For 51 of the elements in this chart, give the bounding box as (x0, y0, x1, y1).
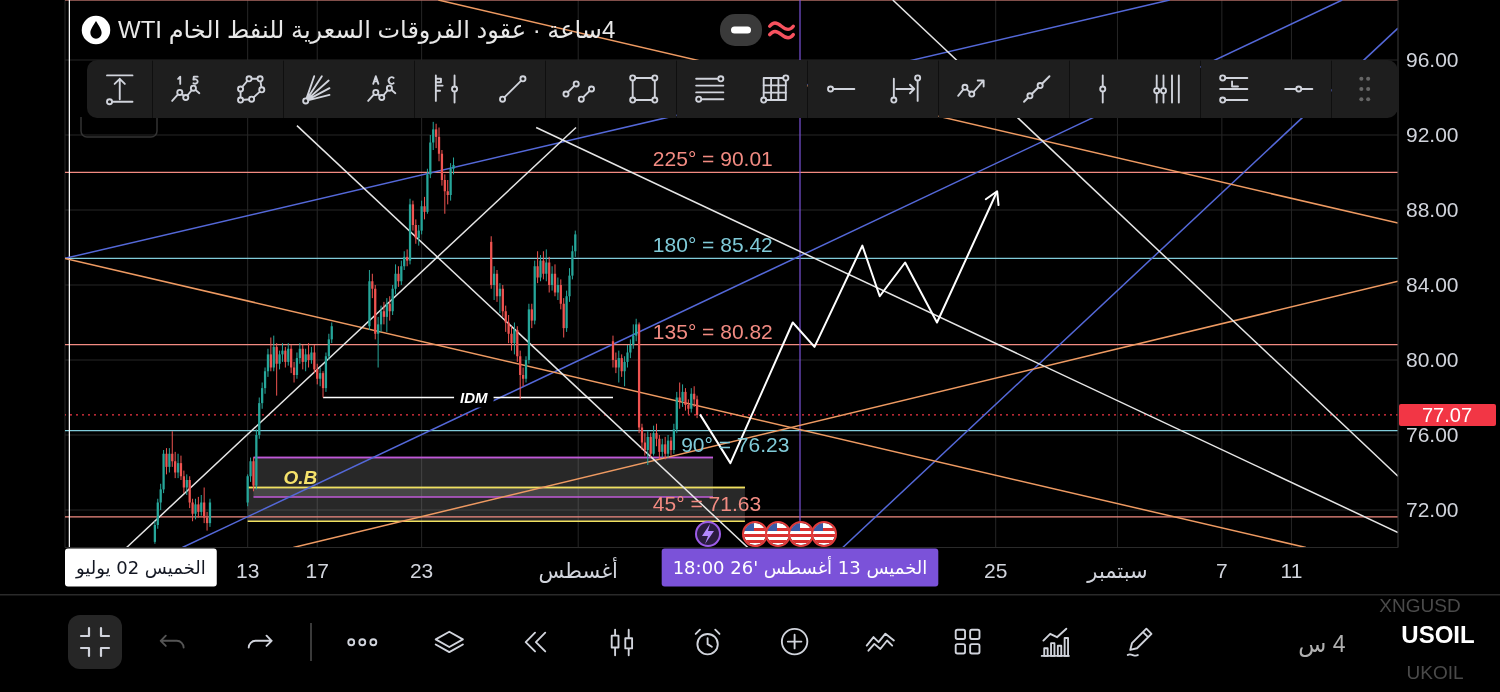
candlestick (684, 387, 687, 412)
x-tick-label: 11 (1280, 559, 1303, 583)
candlestick (513, 322, 516, 355)
candlestick (304, 348, 307, 372)
ref-line-label: 77.07 (1421, 403, 1473, 426)
x-tick-label: أغسطس (538, 557, 618, 584)
candlestick (269, 337, 272, 372)
x-tick-label: 17 (305, 559, 329, 583)
text: XNGUSD (1379, 595, 1461, 616)
text: USOIL (1401, 621, 1475, 648)
ref-line-label: الخميس 02 يوليو (74, 556, 206, 579)
y-tick-label: 76.00 (1406, 423, 1459, 447)
candlestick (542, 250, 545, 280)
candlestick (617, 350, 620, 383)
candlestick (661, 438, 664, 458)
annotation: IDM (460, 388, 489, 406)
candlestick (406, 248, 409, 267)
candlestick (185, 473, 188, 496)
candlestick (556, 277, 560, 301)
text: 4 س (1298, 631, 1346, 658)
ref-line-label: 45° = 71.63 (652, 491, 762, 515)
series-label: O.B (283, 467, 318, 489)
y-tick-label: 88.00 (1406, 198, 1459, 222)
y-tick-label: 84.00 (1406, 273, 1459, 297)
candlestick (194, 498, 197, 520)
x-tick-label: 23 (409, 559, 434, 583)
candlestick (197, 496, 200, 518)
ref-line-label: الخميس 13 أغسطس '26 18:00 (672, 555, 928, 578)
x-tick-label: 13 (235, 559, 260, 583)
ref-line-label: 225° = 90.01 (652, 147, 773, 171)
candlestick (530, 303, 533, 329)
y-tick-label: 80.00 (1406, 348, 1459, 372)
candlestick (664, 436, 667, 460)
text: UKOIL (1406, 662, 1464, 683)
ref-line-label: 180° = 85.42 (652, 233, 773, 257)
candlestick (423, 196, 426, 220)
ref-line-label: 135° = 80.82 (652, 319, 773, 343)
y-tick-label: 96.00 (1406, 48, 1459, 72)
candlestick (652, 425, 655, 457)
candlestick (319, 367, 322, 387)
candlestick (539, 254, 542, 282)
candlestick (446, 179, 449, 205)
candlestick (397, 265, 400, 288)
x-tick-label: سبتمبر (1086, 559, 1148, 584)
x-tick-label: 25 (984, 559, 1008, 583)
candlestick (681, 383, 684, 408)
candlestick (553, 263, 557, 297)
x-tick-label: 7 (1216, 559, 1228, 583)
y-tick-label: 72.00 (1406, 498, 1459, 522)
candlestick (176, 453, 180, 479)
y-tick-label: 92.00 (1406, 123, 1459, 147)
